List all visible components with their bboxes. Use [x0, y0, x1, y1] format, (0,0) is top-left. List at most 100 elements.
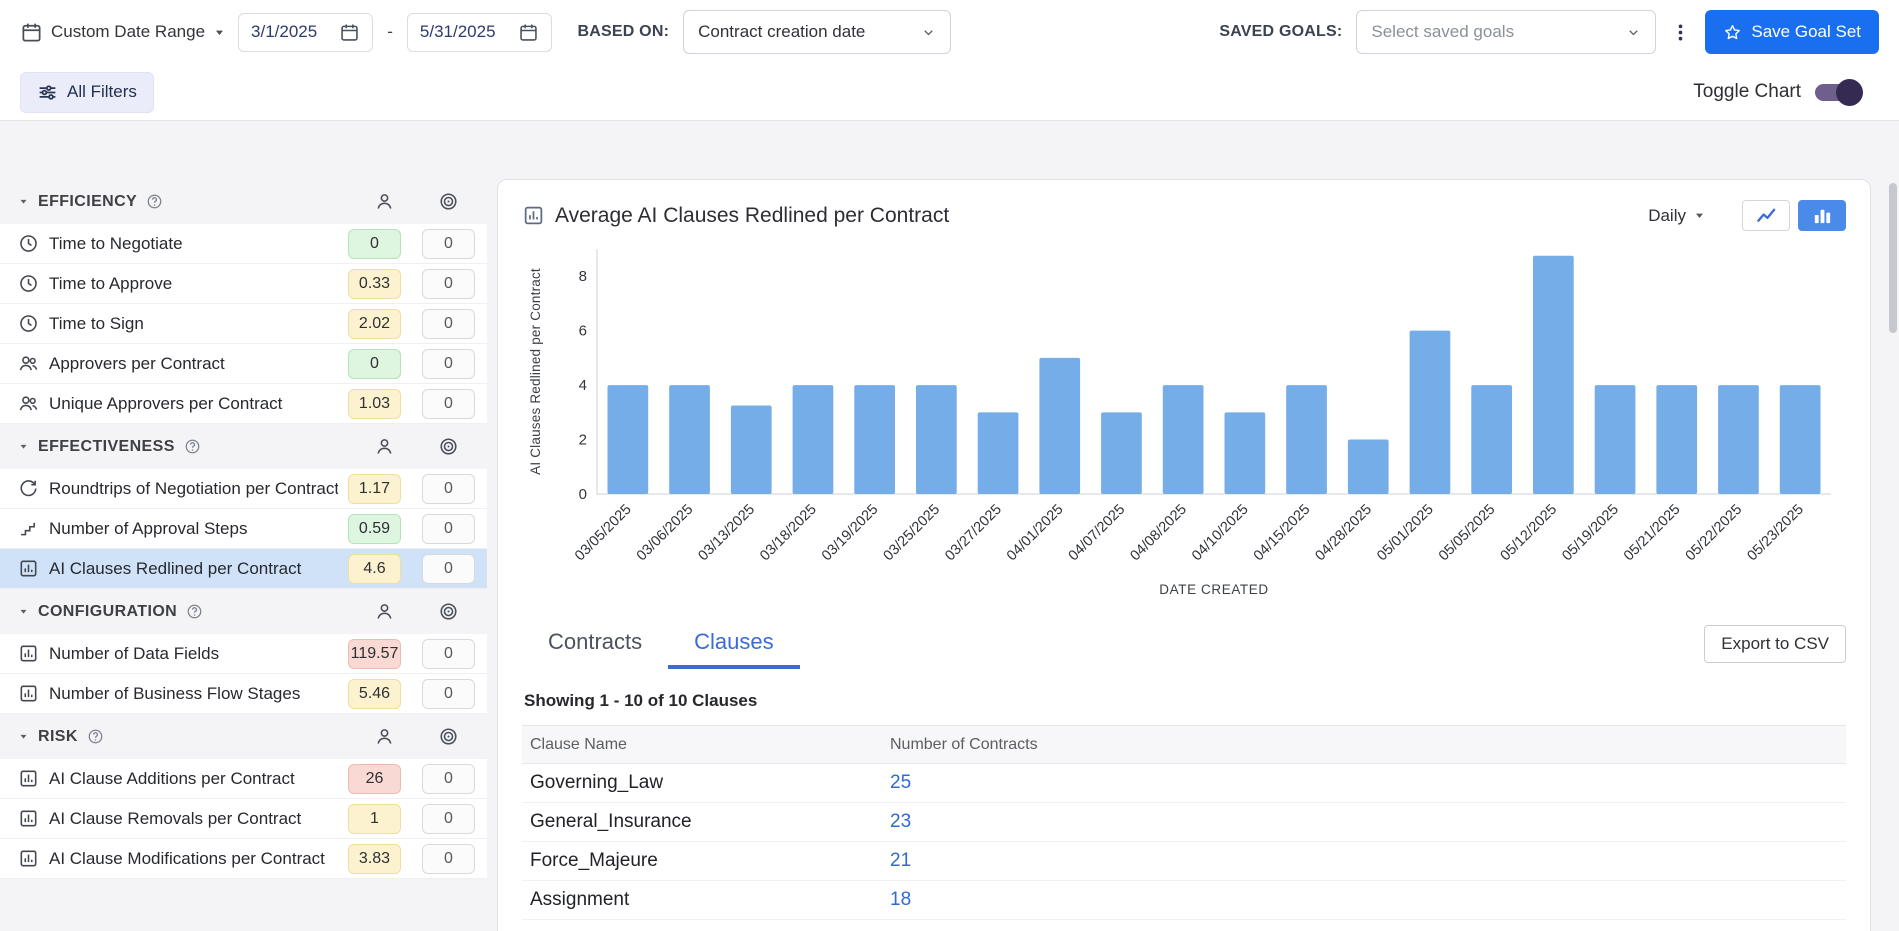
bar[interactable] [731, 406, 772, 494]
metric-row-time-to-sign[interactable]: Time to Sign2.020 [0, 304, 487, 344]
bar[interactable] [1471, 385, 1512, 494]
metric-row-number-of-approval-steps[interactable]: Number of Approval Steps0.590 [0, 509, 487, 549]
export-to-csv-button[interactable]: Export to CSV [1704, 625, 1846, 663]
tab-contracts[interactable]: Contracts [522, 619, 668, 669]
section-header-configuration[interactable]: CONFIGURATION [0, 589, 487, 634]
metric-goal-badge[interactable]: 0 [422, 309, 475, 339]
star-icon [1723, 23, 1742, 42]
metric-row-ai-clauses-redlined-per-contract[interactable]: AI Clauses Redlined per Contract4.60 [0, 549, 487, 589]
contracts-count-link[interactable]: 23 [890, 811, 911, 832]
y-tick-label: 0 [579, 486, 587, 503]
metric-goal-badge[interactable]: 0 [422, 639, 475, 669]
chart-icon [18, 643, 39, 664]
clauses-redlined-bar-chart: 02468AI Clauses Redlined per Contract03/… [522, 237, 1846, 609]
metric-row-unique-approvers-per-contract[interactable]: Unique Approvers per Contract1.030 [0, 384, 487, 424]
metric-label: Time to Negotiate [49, 234, 338, 254]
bar[interactable] [669, 385, 710, 494]
metric-goal-badge[interactable]: 0 [422, 679, 475, 709]
metric-goal-badge[interactable]: 0 [422, 554, 475, 584]
help-icon[interactable] [146, 193, 163, 210]
chart-icon [18, 808, 39, 829]
metric-goal-badge[interactable]: 0 [422, 474, 475, 504]
section-title: CONFIGURATION [38, 603, 177, 621]
scrollbar-thumb[interactable] [1889, 183, 1897, 333]
metric-label: Unique Approvers per Contract [49, 394, 338, 414]
metric-row-number-of-data-fields[interactable]: Number of Data Fields119.570 [0, 634, 487, 674]
bar[interactable] [1718, 385, 1759, 494]
metric-value-badge: 1 [348, 804, 401, 834]
bar[interactable] [1533, 256, 1574, 494]
toggle-chart-switch[interactable] [1815, 84, 1861, 101]
saved-goals-select[interactable]: Select saved goals [1356, 10, 1656, 54]
x-tick-label: 04/01/2025 [1004, 502, 1067, 565]
metric-row-ai-clause-additions-per-contract[interactable]: AI Clause Additions per Contract260 [0, 759, 487, 799]
metric-goal-badge[interactable]: 0 [422, 229, 475, 259]
goal-column-icon [438, 191, 459, 212]
bar[interactable] [1224, 412, 1265, 494]
column-header-clause-name[interactable]: Clause Name [522, 726, 882, 764]
all-filters-button[interactable]: All Filters [20, 72, 154, 113]
bar[interactable] [793, 385, 834, 494]
metric-goal-badge[interactable]: 0 [422, 514, 475, 544]
metrics-panel: EFFICIENCY Time to Negotiate 0 0 Time to App… [0, 179, 487, 879]
metric-value-badge: 119.57 [348, 639, 401, 669]
people-icon [18, 393, 39, 414]
metric-label: Time to Approve [49, 274, 338, 294]
metric-row-number-of-business-flow-stages[interactable]: Number of Business Flow Stages5.460 [0, 674, 487, 714]
end-date-input[interactable]: 5/31/2025 [407, 13, 552, 52]
interval-select[interactable]: Daily [1648, 206, 1706, 226]
bar[interactable] [1656, 385, 1697, 494]
metric-goal-badge[interactable]: 0 [422, 349, 475, 379]
contracts-count-link[interactable]: 21 [890, 850, 911, 871]
metric-row-ai-clause-modifications-per-contract[interactable]: AI Clause Modifications per Contract3.83… [0, 839, 487, 879]
tab-clauses[interactable]: Clauses [668, 619, 799, 669]
bar[interactable] [1101, 412, 1142, 494]
metric-goal-badge[interactable]: 0 [422, 804, 475, 834]
metric-goal-badge[interactable]: 0 [422, 764, 475, 794]
bar[interactable] [607, 385, 648, 494]
metric-row-time-to-approve[interactable]: Time to Approve0.330 [0, 264, 487, 304]
metric-goal-badge[interactable]: 0 [422, 844, 475, 874]
bar[interactable] [1780, 385, 1821, 494]
section-header-efficiency[interactable]: EFFICIENCY [0, 179, 487, 224]
help-icon[interactable] [184, 438, 201, 455]
bar[interactable] [1410, 331, 1451, 494]
calendar-icon[interactable] [339, 22, 360, 43]
contracts-count-link[interactable]: 18 [890, 889, 911, 910]
calendar-icon[interactable] [518, 22, 539, 43]
bar[interactable] [1348, 440, 1389, 494]
bar-chart-button[interactable] [1798, 200, 1846, 231]
end-date-value: 5/31/2025 [420, 22, 496, 42]
date-range-selector[interactable]: Custom Date Range [20, 21, 226, 44]
section-header-risk[interactable]: RISK [0, 714, 487, 759]
line-chart-button[interactable] [1742, 200, 1790, 231]
help-icon[interactable] [87, 728, 104, 745]
save-goal-set-label: Save Goal Set [1751, 22, 1861, 42]
section-header-effectiveness[interactable]: EFFECTIVENESS [0, 424, 487, 469]
kebab-menu-icon[interactable] [1670, 22, 1691, 43]
clock-icon [18, 313, 39, 334]
metric-row-ai-clause-removals-per-contract[interactable]: AI Clause Removals per Contract10 [0, 799, 487, 839]
page-body: EFFICIENCY Time to Negotiate 0 0 Time to App… [0, 121, 1899, 931]
bar[interactable] [854, 385, 895, 494]
metric-label: AI Clause Additions per Contract [49, 769, 338, 789]
start-date-input[interactable]: 3/1/2025 [238, 13, 373, 52]
help-icon[interactable] [186, 603, 203, 620]
metric-row-approvers-per-contract[interactable]: Approvers per Contract00 [0, 344, 487, 384]
metric-goal-badge[interactable]: 0 [422, 269, 475, 299]
scrollbar[interactable] [1887, 121, 1899, 931]
metric-row-time-to-negotiate[interactable]: Time to Negotiate00 [0, 224, 487, 264]
contracts-count-link[interactable]: 25 [890, 772, 911, 793]
bar[interactable] [1595, 385, 1636, 494]
metric-row-roundtrips-of-negotiation-per-contract[interactable]: Roundtrips of Negotiation per Contract1.… [0, 469, 487, 509]
bar[interactable] [916, 385, 957, 494]
save-goal-set-button[interactable]: Save Goal Set [1705, 10, 1879, 54]
metric-goal-badge[interactable]: 0 [422, 389, 475, 419]
bar[interactable] [1163, 385, 1204, 494]
based-on-select[interactable]: Contract creation date [683, 10, 951, 54]
column-header-number-of-contracts[interactable]: Number of Contracts [882, 726, 1846, 764]
bar[interactable] [1039, 358, 1080, 494]
collapse-triangle-icon [18, 196, 29, 207]
bar[interactable] [1286, 385, 1327, 494]
bar[interactable] [978, 412, 1019, 494]
